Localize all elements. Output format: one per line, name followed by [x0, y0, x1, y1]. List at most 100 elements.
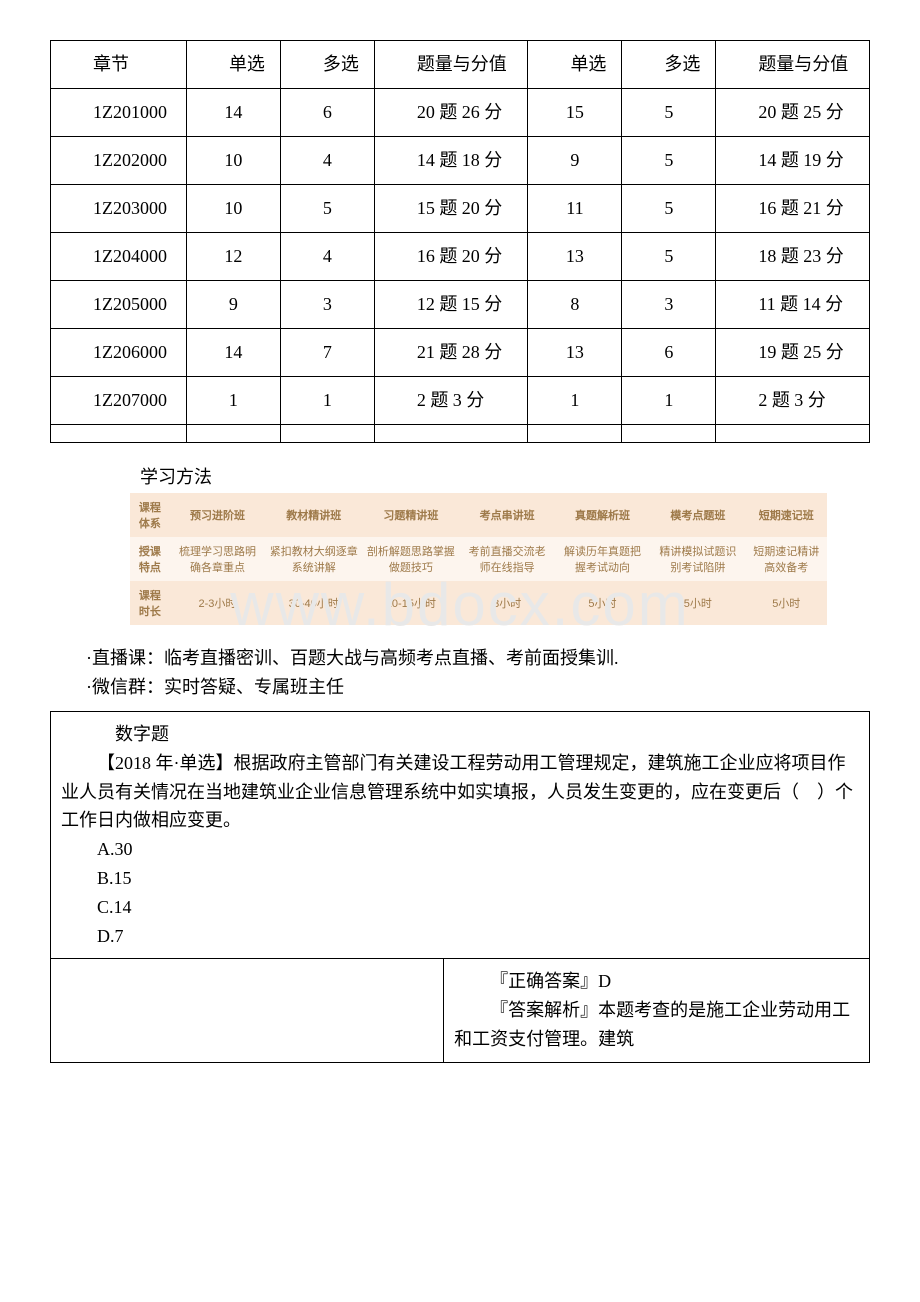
course-hdr: 短期速记班 [746, 493, 828, 537]
course-cell: 紧扣教材大纲逐章系统讲解 [265, 537, 362, 581]
bullet-wechat: ·微信群：实时答疑、专属班主任 [50, 674, 870, 701]
course-hdr: 真题解析班 [555, 493, 650, 537]
course-cell: 精讲模拟试题识别考试陷阱 [650, 537, 745, 581]
col-single1: 单选 [186, 41, 280, 89]
option-a: A.30 [61, 835, 859, 864]
table-row: 1Z203000 10 5 15 题 20 分 11 5 16 题 21 分 [51, 185, 870, 233]
cell-qscore: 11 题 14 分 [716, 281, 870, 329]
cell: 13 [528, 329, 622, 377]
cell: 5 [622, 233, 716, 281]
cell: 14 [186, 89, 280, 137]
cell-qscore: 12 题 15 分 [374, 281, 528, 329]
table-row: 1Z205000 9 3 12 题 15 分 8 3 11 题 14 分 [51, 281, 870, 329]
cell: 14 [186, 329, 280, 377]
cell: 3 [622, 281, 716, 329]
table-row: 1Z207000 1 1 2 题 3 分 1 1 2 题 3 分 [51, 377, 870, 425]
course-hdr: 模考点题班 [650, 493, 745, 537]
cell-chapter: 1Z206000 [51, 329, 187, 377]
chapter-score-table: 章节 单选 多选 题量与分值 单选 多选 题量与分值 1Z201000 14 6… [50, 40, 870, 443]
cell-chapter: 1Z207000 [51, 377, 187, 425]
course-cell: 剖析解题思路掌握做题技巧 [362, 537, 459, 581]
cell-qscore: 18 题 23 分 [716, 233, 870, 281]
cell: 3 [280, 281, 374, 329]
table-row: 1Z201000 14 6 20 题 26 分 15 5 20 题 25 分 [51, 89, 870, 137]
answer-row: 『正确答案』D 『答案解析』本题考查的是施工企业劳动用工和工资支付管理。建筑 [51, 959, 870, 1062]
cell: 1 [280, 377, 374, 425]
bullet-live: ·直播课：临考直播密训、百题大战与高频考点直播、考前面授集训. [50, 645, 870, 672]
cell-chapter: 1Z204000 [51, 233, 187, 281]
course-cell: 30-40小时 [265, 581, 362, 625]
answer-analysis: 『答案解析』本题考查的是施工企业劳动用工和工资支付管理。建筑 [454, 996, 859, 1054]
cell-qscore: 20 题 26 分 [374, 89, 528, 137]
table-empty-row [51, 425, 870, 443]
answer-cell: 『正确答案』D 『答案解析』本题考查的是施工企业劳动用工和工资支付管理。建筑 [444, 959, 870, 1062]
question-text: 【2018 年·单选】根据政府主管部门有关建设工程劳动用工管理规定，建筑施工企业… [61, 749, 859, 835]
cell: 5 [622, 89, 716, 137]
cell: 13 [528, 233, 622, 281]
table-row: 1Z202000 10 4 14 题 18 分 9 5 14 题 19 分 [51, 137, 870, 185]
cell-qscore: 16 题 20 分 [374, 233, 528, 281]
study-method-heading: 学习方法 [50, 463, 870, 489]
course-hdr: 考点串讲班 [459, 493, 554, 537]
cell-qscore: 2 题 3 分 [374, 377, 528, 425]
course-cell: 2-3小时 [170, 581, 265, 625]
course-cell: 解读历年真题把握考试动向 [555, 537, 650, 581]
cell: 15 [528, 89, 622, 137]
course-cell: 5小时 [746, 581, 828, 625]
cell: 9 [186, 281, 280, 329]
col-multi1: 多选 [280, 41, 374, 89]
cell-qscore: 20 题 25 分 [716, 89, 870, 137]
cell-qscore: 16 题 21 分 [716, 185, 870, 233]
cell: 12 [186, 233, 280, 281]
cell: 10 [186, 137, 280, 185]
question-answer-box: 数字题 【2018 年·单选】根据政府主管部门有关建设工程劳动用工管理规定，建筑… [50, 711, 870, 1063]
option-b: B.15 [61, 864, 859, 893]
cell-chapter: 1Z201000 [51, 89, 187, 137]
cell: 1 [186, 377, 280, 425]
col-qscore2: 题量与分值 [716, 41, 870, 89]
cell-qscore: 2 题 3 分 [716, 377, 870, 425]
course-cell: 梳理学习思路明确各章重点 [170, 537, 265, 581]
cell: 10 [186, 185, 280, 233]
course-hdr: 教材精讲班 [265, 493, 362, 537]
table-body: 1Z201000 14 6 20 题 26 分 15 5 20 题 25 分 1… [51, 89, 870, 443]
cell: 6 [622, 329, 716, 377]
cell-chapter: 1Z205000 [51, 281, 187, 329]
course-row-label: 授课特点 [130, 537, 170, 581]
course-header-row: 课程体系 预习进阶班 教材精讲班 习题精讲班 考点串讲班 真题解析班 模考点题班… [130, 493, 827, 537]
cell: 1 [528, 377, 622, 425]
col-chapter: 章节 [51, 41, 187, 89]
course-cell: 考前直播交流老师在线指导 [459, 537, 554, 581]
question-cell: 数字题 【2018 年·单选】根据政府主管部门有关建设工程劳动用工管理规定，建筑… [51, 712, 870, 959]
course-row-label: 课程时长 [130, 581, 170, 625]
correct-answer: 『正确答案』D [454, 967, 859, 996]
course-cell: 短期速记精讲高效备考 [746, 537, 828, 581]
answer-empty-cell [51, 959, 444, 1062]
course-hdr: 预习进阶班 [170, 493, 265, 537]
cell: 7 [280, 329, 374, 377]
cell-qscore: 21 题 28 分 [374, 329, 528, 377]
cell-qscore: 19 题 25 分 [716, 329, 870, 377]
course-row-features: 授课特点 梳理学习思路明确各章重点 紧扣教材大纲逐章系统讲解 剖析解题思路掌握做… [130, 537, 827, 581]
col-single2: 单选 [528, 41, 622, 89]
cell-chapter: 1Z202000 [51, 137, 187, 185]
course-cell: 10-15小时 [362, 581, 459, 625]
cell: 1 [622, 377, 716, 425]
course-hdr: 习题精讲班 [362, 493, 459, 537]
course-system-table: 课程体系 预习进阶班 教材精讲班 习题精讲班 考点串讲班 真题解析班 模考点题班… [130, 493, 827, 625]
course-cell: 5小时 [555, 581, 650, 625]
cell: 5 [622, 137, 716, 185]
option-c: C.14 [61, 893, 859, 922]
question-title: 数字题 [61, 720, 859, 749]
col-multi2: 多选 [622, 41, 716, 89]
cell-qscore: 15 题 20 分 [374, 185, 528, 233]
course-hdr: 课程体系 [130, 493, 170, 537]
course-cell: 5小时 [650, 581, 745, 625]
bullet-list: ·直播课：临考直播密训、百题大战与高频考点直播、考前面授集训. ·微信群：实时答… [50, 645, 870, 701]
course-row-duration: 课程时长 2-3小时 30-40小时 10-15小时 3小时 5小时 5小时 5… [130, 581, 827, 625]
cell: 8 [528, 281, 622, 329]
course-cell: 3小时 [459, 581, 554, 625]
cell-qscore: 14 题 18 分 [374, 137, 528, 185]
cell: 11 [528, 185, 622, 233]
cell-chapter: 1Z203000 [51, 185, 187, 233]
